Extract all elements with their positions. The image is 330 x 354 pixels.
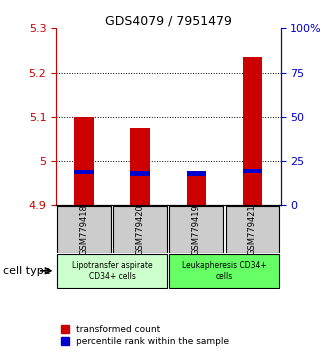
Bar xyxy=(225,206,280,253)
Bar xyxy=(243,169,262,173)
Bar xyxy=(113,206,167,253)
Bar xyxy=(57,206,111,253)
Text: Lipotransfer aspirate
CD34+ cells: Lipotransfer aspirate CD34+ cells xyxy=(72,261,152,280)
Text: GSM779419: GSM779419 xyxy=(192,204,201,255)
Bar xyxy=(186,172,206,205)
Legend: transformed count, percentile rank within the sample: transformed count, percentile rank withi… xyxy=(61,325,229,346)
Text: GSM779421: GSM779421 xyxy=(248,204,257,255)
Text: Leukapheresis CD34+
cells: Leukapheresis CD34+ cells xyxy=(182,261,267,280)
Bar xyxy=(74,117,94,205)
Text: GSM779418: GSM779418 xyxy=(80,204,89,255)
Bar xyxy=(186,171,206,176)
Bar xyxy=(74,170,94,174)
Bar xyxy=(169,254,280,288)
Bar xyxy=(130,171,150,176)
Text: GSM779420: GSM779420 xyxy=(136,204,145,255)
Title: GDS4079 / 7951479: GDS4079 / 7951479 xyxy=(105,14,232,27)
Bar xyxy=(169,206,223,253)
Bar xyxy=(243,57,262,205)
Text: cell type: cell type xyxy=(3,266,51,276)
Bar xyxy=(130,128,150,205)
Bar xyxy=(57,254,167,288)
